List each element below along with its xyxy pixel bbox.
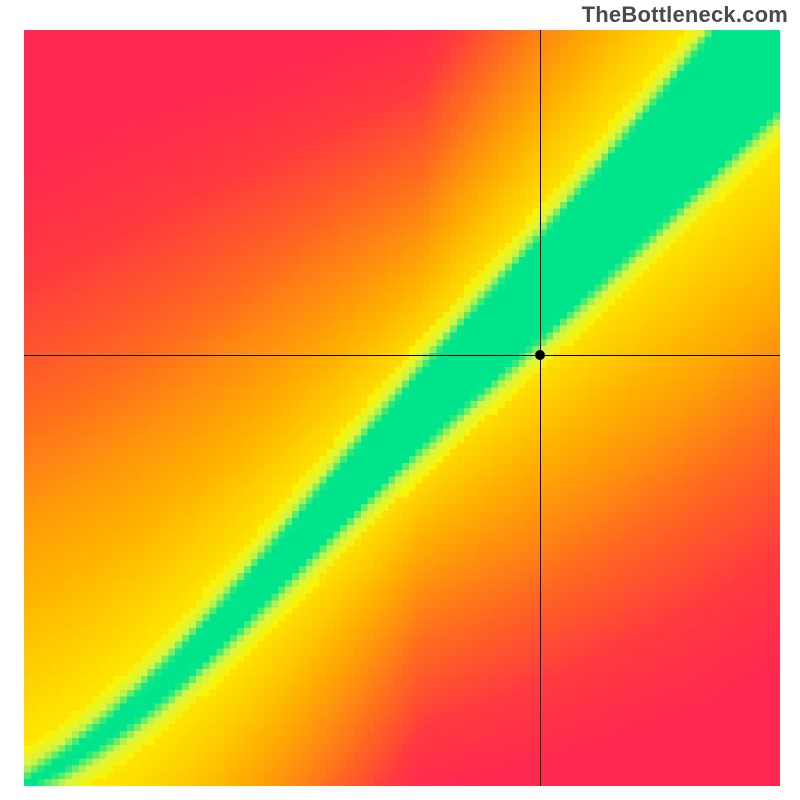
crosshair-horizontal: [24, 355, 780, 356]
crosshair-vertical: [540, 30, 541, 786]
watermark-text: TheBottleneck.com: [582, 2, 788, 28]
heatmap-plot: [24, 30, 780, 786]
page-root: TheBottleneck.com: [0, 0, 800, 800]
crosshair-marker: [535, 350, 545, 360]
heatmap-canvas: [24, 30, 780, 786]
